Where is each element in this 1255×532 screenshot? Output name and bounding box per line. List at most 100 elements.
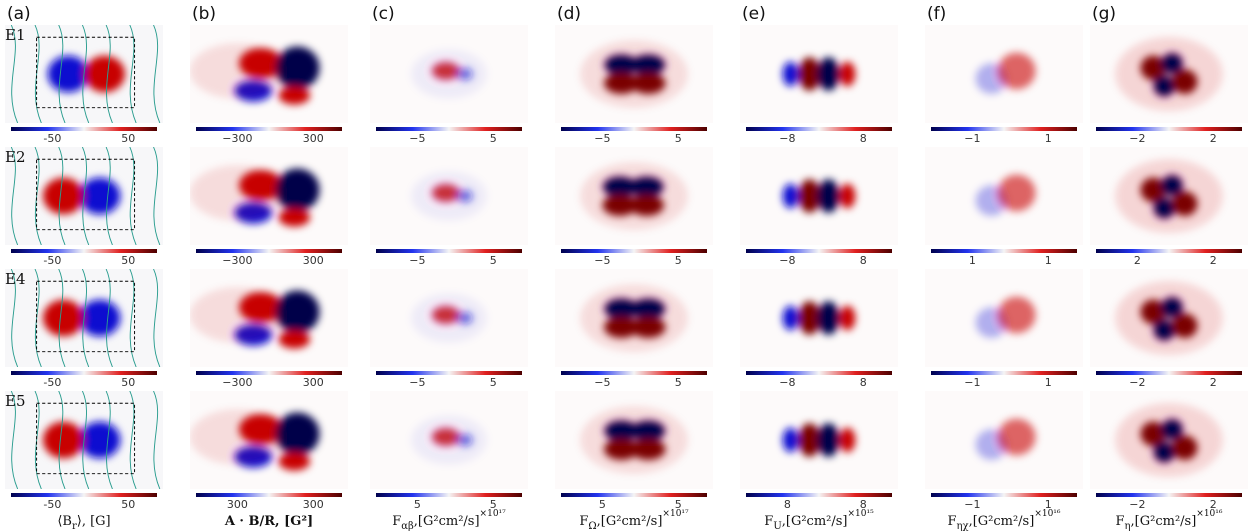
field-map [1090, 391, 1248, 489]
colorbar-tick: 8 [784, 498, 791, 511]
colorbar-tick: 5 [675, 132, 682, 145]
blob [603, 420, 639, 442]
field-map [740, 391, 898, 489]
colorbar [931, 493, 1077, 497]
colorbar [376, 127, 522, 131]
blob [817, 301, 840, 335]
colorbar-tick: −2 [1129, 376, 1145, 389]
blob [782, 427, 799, 453]
colorbar-tick: 2 [1134, 254, 1141, 267]
blob [190, 287, 285, 343]
field-map [190, 25, 348, 123]
colorbar [1096, 249, 1242, 253]
dashed-box [36, 158, 136, 231]
blobs [47, 55, 126, 93]
colorbar-tick: 5 [490, 254, 497, 267]
field-map [555, 25, 713, 123]
colorbar-tick: 300 [227, 498, 248, 511]
colorbar [376, 249, 522, 253]
blob [603, 54, 639, 76]
colorbar [11, 371, 157, 375]
blob [47, 55, 89, 93]
field-map [925, 147, 1083, 245]
label-part: ⟩, [G] [77, 514, 111, 529]
colorbar-tick: 2 [1210, 498, 1217, 511]
blobs [782, 423, 856, 457]
label-part: ,[G²cm²/s] [782, 514, 848, 529]
blob [839, 427, 856, 453]
colorbar-tick: 5 [490, 376, 497, 389]
field-map [740, 269, 898, 367]
field-map [370, 269, 528, 367]
field-map [555, 391, 713, 489]
colorbar [1096, 493, 1242, 497]
colorbar-tick: 5 [675, 498, 682, 511]
blobs [411, 49, 487, 99]
label-part: η [1125, 521, 1131, 532]
field-line [58, 147, 66, 245]
blobs [190, 287, 320, 349]
colorbar-tick: 5 [675, 254, 682, 267]
colorbar-tick: -50 [43, 132, 61, 145]
blob [782, 61, 799, 87]
label-part: ×10¹⁵ [848, 509, 875, 519]
colorbar-tick: 8 [860, 132, 867, 145]
colorbar [196, 493, 342, 497]
colorbar-tick: 50 [121, 254, 135, 267]
colorbar [11, 493, 157, 497]
colorbar [561, 493, 707, 497]
colorbar-tick: 1 [1045, 498, 1052, 511]
label-part: ×10¹⁶ [1034, 509, 1061, 519]
colorbar-tick: −5 [409, 132, 425, 145]
blob [1115, 403, 1223, 477]
colorbar-tick: −1 [964, 132, 980, 145]
field-line [105, 147, 113, 245]
blob [629, 176, 665, 198]
colorbar-tick: −2 [1129, 132, 1145, 145]
blob [602, 176, 638, 198]
field-map [740, 147, 898, 245]
field-map [925, 25, 1083, 123]
colorbar-tick: −5 [409, 254, 425, 267]
blob [79, 177, 121, 215]
field-line [58, 25, 66, 123]
blob [1115, 37, 1223, 111]
blob [278, 330, 311, 349]
panel-letter: (b) [192, 4, 216, 24]
blobs [1115, 281, 1223, 355]
colorbar-tick: -50 [43, 498, 61, 511]
blobs [42, 299, 121, 337]
blob [602, 194, 638, 216]
blob [817, 179, 840, 213]
colorbar-tick: 5 [490, 132, 497, 145]
field-map [1090, 269, 1248, 367]
field-line [153, 391, 161, 489]
blob [1161, 296, 1184, 318]
blobs [1115, 37, 1223, 111]
blobs [1115, 403, 1223, 477]
blob [630, 54, 666, 76]
colorbar [931, 371, 1077, 375]
field-line [10, 25, 19, 123]
field-line [105, 391, 113, 489]
label-part: ×10¹⁷ [480, 509, 507, 519]
colorbar-tick: 1 [1045, 132, 1052, 145]
blobs [782, 57, 856, 91]
colorbar-tick: 1 [969, 254, 976, 267]
field-map [190, 147, 348, 245]
colorbar-tick: −1 [964, 498, 980, 511]
blob [411, 415, 487, 465]
field-map [190, 269, 348, 367]
colorbar [746, 493, 892, 497]
colorbar-tick: 8 [860, 376, 867, 389]
colorbar-tick: 2 [1210, 376, 1217, 389]
colorbar-tick: −8 [779, 254, 795, 267]
blobs [411, 415, 487, 465]
blob [839, 61, 856, 87]
label-part: ηχ [957, 521, 969, 532]
blob [817, 423, 840, 457]
colorbar-tick: 50 [121, 498, 135, 511]
colorbar [196, 249, 342, 253]
label-part: F [1116, 514, 1125, 529]
